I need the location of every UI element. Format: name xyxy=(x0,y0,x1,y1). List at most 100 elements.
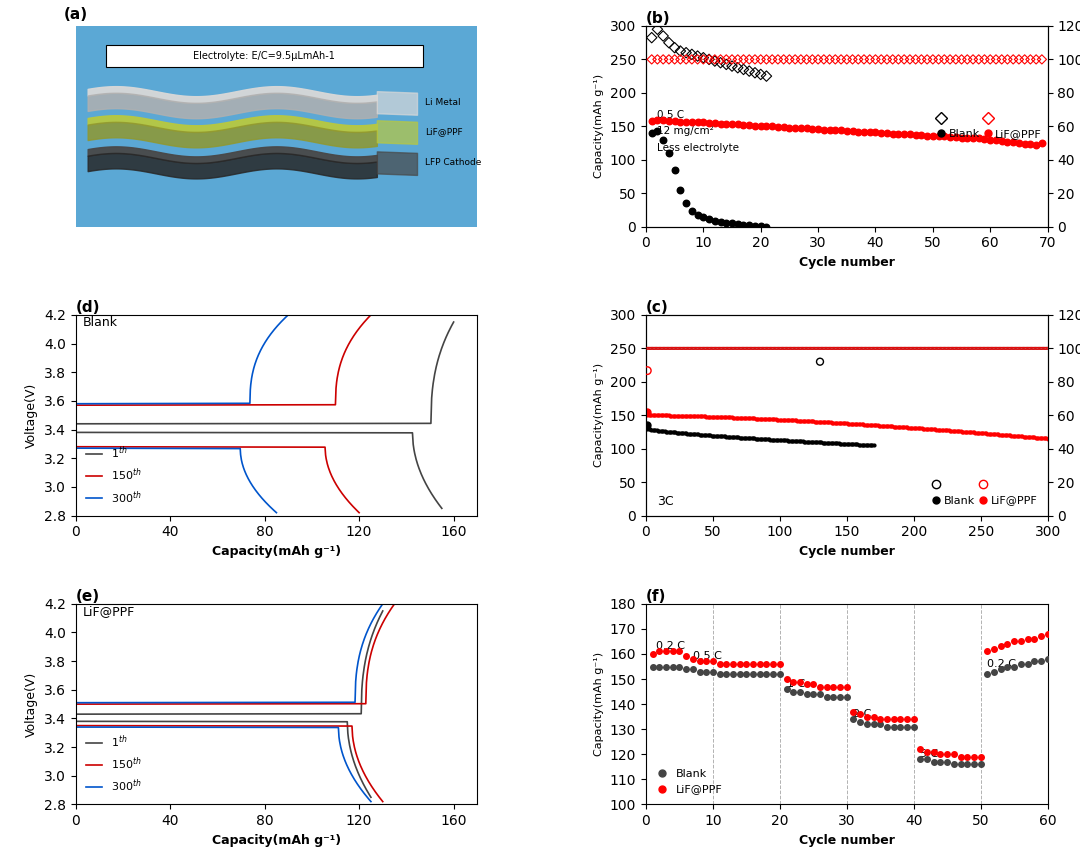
Point xyxy=(901,53,918,67)
Point xyxy=(957,425,974,439)
Point xyxy=(873,342,890,356)
Point xyxy=(701,212,718,226)
Point xyxy=(943,342,960,356)
Point xyxy=(717,342,734,356)
Point xyxy=(650,408,667,422)
Point xyxy=(812,342,829,356)
Point xyxy=(787,342,805,356)
Point xyxy=(897,342,915,356)
Point xyxy=(929,342,946,356)
Point xyxy=(889,420,906,433)
Point xyxy=(1005,635,1023,649)
Point xyxy=(799,342,816,356)
Point xyxy=(649,53,666,67)
Point xyxy=(935,130,953,144)
Point xyxy=(797,434,814,448)
Point xyxy=(1004,136,1022,150)
Point xyxy=(959,131,976,144)
Point xyxy=(932,747,949,761)
Point xyxy=(771,342,788,356)
Point xyxy=(897,420,915,434)
Point xyxy=(640,342,658,356)
Point xyxy=(1018,657,1036,671)
Point xyxy=(708,429,726,443)
Point xyxy=(782,413,799,427)
Point xyxy=(669,342,686,356)
Point xyxy=(996,428,1013,442)
Point xyxy=(795,434,812,448)
Point xyxy=(753,412,770,426)
Point xyxy=(869,419,887,432)
Point xyxy=(793,342,810,356)
Point xyxy=(1037,342,1054,356)
Point xyxy=(944,342,961,356)
Point xyxy=(781,433,798,447)
Point xyxy=(658,408,675,422)
Point xyxy=(721,342,739,356)
Y-axis label: Capacity(mAh g⁻¹): Capacity(mAh g⁻¹) xyxy=(594,74,605,178)
Point xyxy=(676,342,693,356)
Point xyxy=(692,342,710,356)
Point xyxy=(982,426,999,440)
Point xyxy=(985,427,1002,441)
Point xyxy=(870,342,888,356)
Point xyxy=(918,745,935,759)
Point xyxy=(988,427,1005,441)
Point xyxy=(905,712,922,726)
Point xyxy=(679,409,697,423)
Point xyxy=(833,124,850,138)
Point xyxy=(990,342,1008,356)
Point xyxy=(711,657,728,671)
Point xyxy=(1028,342,1045,356)
Point xyxy=(751,432,768,445)
Point xyxy=(814,415,832,429)
Point xyxy=(845,438,862,452)
Point xyxy=(838,342,855,356)
Point xyxy=(945,342,962,356)
Point xyxy=(650,342,667,356)
Point xyxy=(777,433,794,447)
Point xyxy=(694,115,712,129)
Point xyxy=(1029,342,1047,356)
Point xyxy=(665,342,683,356)
Point xyxy=(693,428,711,442)
Point xyxy=(1016,342,1034,356)
Point xyxy=(899,720,916,734)
Point xyxy=(915,421,932,435)
Point xyxy=(1034,342,1051,356)
Point xyxy=(664,660,681,674)
Point xyxy=(978,644,996,658)
Point xyxy=(882,342,900,356)
Point xyxy=(661,425,678,439)
Point xyxy=(843,124,861,138)
Point xyxy=(848,342,865,356)
Point xyxy=(861,125,878,139)
Point xyxy=(714,410,731,424)
Point xyxy=(789,434,807,448)
Point xyxy=(686,342,703,356)
Point xyxy=(909,421,927,435)
Point xyxy=(843,342,861,356)
Point xyxy=(892,342,909,356)
Point xyxy=(677,662,694,676)
Point xyxy=(908,342,926,356)
Point xyxy=(660,425,677,439)
Point xyxy=(704,410,721,424)
Point xyxy=(887,342,904,356)
Point xyxy=(853,342,870,356)
Point xyxy=(774,342,792,356)
Point xyxy=(956,425,973,439)
Point xyxy=(1012,657,1029,671)
Point xyxy=(987,342,1004,356)
Point xyxy=(990,427,1008,441)
Point xyxy=(653,342,671,356)
Point xyxy=(1038,342,1055,356)
Point xyxy=(772,413,789,426)
Point xyxy=(823,342,840,356)
Point xyxy=(798,342,815,356)
Point xyxy=(818,436,835,450)
Point xyxy=(818,342,835,356)
Point xyxy=(661,342,678,356)
Point xyxy=(818,415,835,429)
Point xyxy=(806,342,823,356)
